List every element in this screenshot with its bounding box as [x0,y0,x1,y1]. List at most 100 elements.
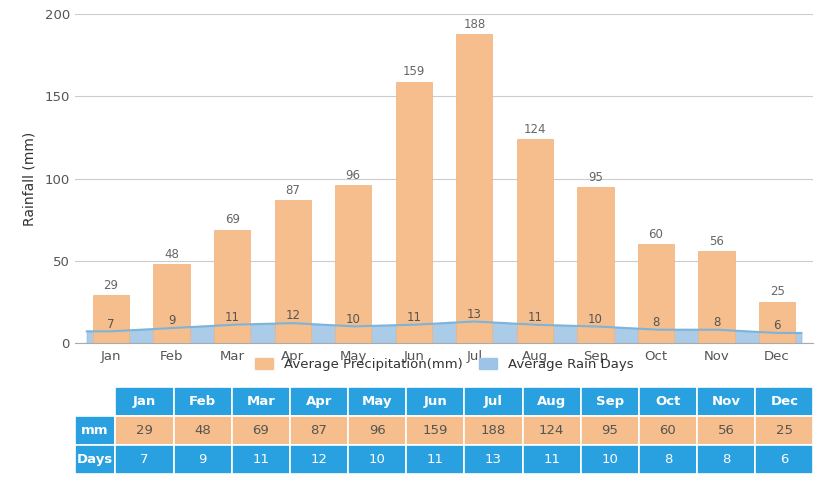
Bar [577,187,613,343]
Bar [639,445,697,474]
Text: 6: 6 [780,453,788,466]
Text: 56: 56 [709,235,724,248]
Text: 96: 96 [346,169,361,182]
Bar [581,445,639,474]
Bar [348,445,406,474]
Text: 29: 29 [136,424,153,437]
Text: 96: 96 [369,424,385,437]
Bar [406,387,464,416]
Text: Jul: Jul [484,395,503,408]
Bar [396,82,432,343]
Text: 8: 8 [652,316,660,329]
Text: 95: 95 [602,424,618,437]
Text: May: May [362,395,393,408]
Bar [581,416,639,445]
Text: 11: 11 [527,311,542,324]
Bar [406,445,464,474]
Bar [697,416,755,445]
Text: 25: 25 [776,424,793,437]
Text: 11: 11 [406,311,422,324]
Bar [173,387,232,416]
Bar [214,229,251,343]
Bar [523,416,581,445]
Text: 7: 7 [107,318,115,331]
Bar [457,34,492,343]
Text: 9: 9 [198,453,207,466]
Text: 124: 124 [539,424,564,437]
Bar [637,244,674,343]
Text: 11: 11 [252,453,269,466]
Text: 13: 13 [485,453,502,466]
Text: 60: 60 [660,424,676,437]
Bar [232,445,290,474]
Bar [755,445,813,474]
Text: Aug: Aug [537,395,566,408]
Text: Oct: Oct [655,395,681,408]
Bar [115,445,173,474]
Bar [75,416,115,445]
Text: 124: 124 [524,123,546,136]
Bar [348,387,406,416]
Bar [173,416,232,445]
Bar [115,416,173,445]
Bar [639,387,697,416]
Bar [755,387,813,416]
Bar [348,416,406,445]
Bar [406,416,464,445]
Text: Days: Days [77,453,113,466]
Text: 11: 11 [543,453,560,466]
Y-axis label: Rainfall (mm): Rainfall (mm) [22,131,37,226]
Bar [75,445,115,474]
Text: 10: 10 [346,313,361,326]
Bar [523,445,581,474]
Text: 10: 10 [369,453,386,466]
Text: 188: 188 [463,18,486,31]
Text: 10: 10 [602,453,618,466]
Bar [464,445,523,474]
Text: 87: 87 [310,424,327,437]
Text: 48: 48 [194,424,211,437]
Text: 13: 13 [467,308,481,320]
Text: 95: 95 [588,171,603,183]
Text: 56: 56 [718,424,735,437]
Text: Jun: Jun [423,395,447,408]
Text: 48: 48 [164,248,179,261]
Bar [759,302,795,343]
Text: 9: 9 [168,314,175,327]
Text: 159: 159 [422,424,448,437]
Bar [335,185,371,343]
Text: 12: 12 [310,453,327,466]
Bar [154,264,190,343]
Text: 7: 7 [140,453,149,466]
Text: Sep: Sep [596,395,624,408]
Bar [232,416,290,445]
Text: 10: 10 [588,313,603,326]
Bar [232,387,290,416]
Text: 69: 69 [225,213,240,226]
Bar [697,445,755,474]
Bar [173,445,232,474]
Bar [581,387,639,416]
Text: 159: 159 [403,66,425,79]
Bar [290,387,348,416]
Text: 25: 25 [769,285,784,298]
Bar [517,139,553,343]
Bar [93,295,129,343]
Bar [290,445,348,474]
Text: 11: 11 [225,311,240,324]
Text: 12: 12 [286,309,300,322]
Bar [698,251,735,343]
Bar [275,200,311,343]
Text: Mar: Mar [247,395,276,408]
Bar [755,416,813,445]
Text: mm: mm [81,424,109,437]
Text: 11: 11 [427,453,444,466]
Bar [75,387,115,416]
Bar [697,387,755,416]
Text: Nov: Nov [711,395,740,408]
Text: 188: 188 [481,424,506,437]
Text: 6: 6 [774,319,781,332]
Bar [639,416,697,445]
Text: Dec: Dec [770,395,798,408]
Text: 87: 87 [286,183,300,197]
